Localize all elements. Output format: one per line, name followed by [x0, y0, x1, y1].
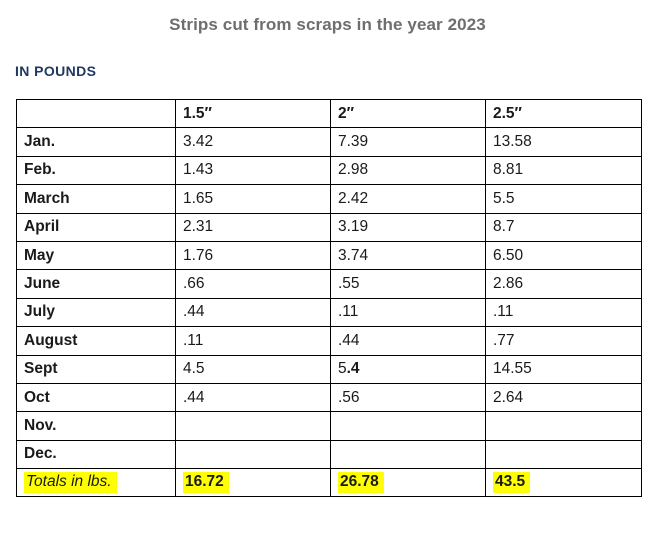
value-cell: .11 — [175, 326, 331, 356]
value-cell: .11 — [485, 297, 642, 328]
totals-value-cell: 16.72 — [175, 468, 331, 498]
value-cell: .55 — [330, 269, 486, 299]
value-cell: 3.74 — [330, 240, 486, 271]
value-cell: 1.65 — [175, 184, 331, 214]
value-cell: 2.64 — [485, 382, 642, 413]
value-cell: 8.81 — [485, 155, 642, 186]
value-cell — [330, 411, 486, 441]
month-cell: Nov. — [16, 411, 176, 441]
value-cell: .56 — [330, 382, 486, 413]
table-row-june: June .66 .55 2.86 — [16, 269, 642, 299]
table-row-feb: Feb. 1.43 2.98 8.81 — [16, 155, 642, 186]
header-cell-1-5in: 1.5″ — [175, 98, 331, 129]
value-cell: 14.55 — [485, 354, 642, 384]
month-cell: April — [16, 212, 176, 242]
value-cell: 8.7 — [485, 212, 642, 242]
month-cell: March — [16, 184, 176, 214]
value-cell: 2.31 — [175, 212, 331, 242]
table-row-jan: Jan. 3.42 7.39 13.58 — [16, 127, 642, 157]
strips-table: 1.5″ 2″ 2.5″ Jan. 3.42 7.39 13.58 Feb. 1… — [16, 98, 642, 498]
value-cell: 3.42 — [175, 127, 331, 157]
value-cell: .77 — [485, 326, 642, 356]
totals-value-cell: 43.5 — [485, 468, 642, 498]
month-cell: Sept — [16, 354, 176, 384]
value-cell: 4.5 — [175, 354, 331, 384]
header-cell-2-5in: 2.5″ — [485, 98, 642, 129]
value-cell: 13.58 — [485, 127, 642, 157]
value-cell: 2.86 — [485, 269, 642, 299]
header-row: 1.5″ 2″ 2.5″ — [16, 98, 642, 129]
value-cell — [485, 439, 642, 470]
table-row-nov: Nov. — [16, 411, 642, 441]
table-row-july: July .44 .11 .11 — [16, 297, 642, 328]
header-cell-2in: 2″ — [330, 98, 486, 129]
value-cell-partial-bold: 5.4 — [330, 354, 486, 384]
value-cell — [330, 439, 486, 470]
value-normal-part: 5 — [338, 360, 347, 378]
table-row-april: April 2.31 3.19 8.7 — [16, 212, 642, 242]
table-row-march: March 1.65 2.42 5.5 — [16, 184, 642, 214]
month-cell: Dec. — [16, 439, 176, 470]
value-cell: .44 — [175, 297, 331, 328]
page-title: Strips cut from scraps in the year 2023 — [169, 15, 486, 34]
totals-row: Totals in lbs. 16.72 26.78 43.5 — [16, 468, 642, 498]
value-cell: .66 — [175, 269, 331, 299]
header-cell-blank — [16, 98, 176, 129]
value-cell: 7.39 — [330, 127, 486, 157]
value-cell: 3.19 — [330, 212, 486, 242]
table-row-may: May 1.76 3.74 6.50 — [16, 240, 642, 271]
totals-value-cell: 26.78 — [330, 468, 486, 498]
table-row-oct: Oct .44 .56 2.64 — [16, 382, 642, 413]
month-cell: May — [16, 240, 176, 271]
totals-label-cell: Totals in lbs. — [16, 468, 176, 498]
table-row-dec: Dec. — [16, 439, 642, 470]
value-cell: .44 — [175, 382, 331, 413]
value-cell: 1.76 — [175, 240, 331, 271]
value-cell: 2.98 — [330, 155, 486, 186]
value-cell: .44 — [330, 326, 486, 356]
month-cell: Jan. — [16, 127, 176, 157]
value-cell — [485, 411, 642, 441]
month-cell: Feb. — [16, 155, 176, 186]
value-cell: 5.5 — [485, 184, 642, 214]
month-cell: June — [16, 269, 176, 299]
value-cell: 6.50 — [485, 240, 642, 271]
totals-value: 26.78 — [338, 472, 384, 494]
totals-label: Totals in lbs. — [24, 472, 117, 494]
value-cell — [175, 439, 331, 470]
value-cell — [175, 411, 331, 441]
unit-label: IN POUNDS — [15, 63, 97, 79]
totals-value: 16.72 — [183, 472, 229, 494]
month-cell: July — [16, 297, 176, 328]
value-cell: 2.42 — [330, 184, 486, 214]
table-row-sept: Sept 4.5 5.4 14.55 — [16, 354, 642, 384]
value-cell: 1.43 — [175, 155, 331, 186]
totals-value: 43.5 — [493, 472, 531, 494]
table-row-august: August .11 .44 .77 — [16, 326, 642, 356]
value-cell: .11 — [330, 297, 486, 328]
value-bold-part: .4 — [346, 360, 360, 378]
month-cell: August — [16, 326, 176, 356]
month-cell: Oct — [16, 382, 176, 413]
